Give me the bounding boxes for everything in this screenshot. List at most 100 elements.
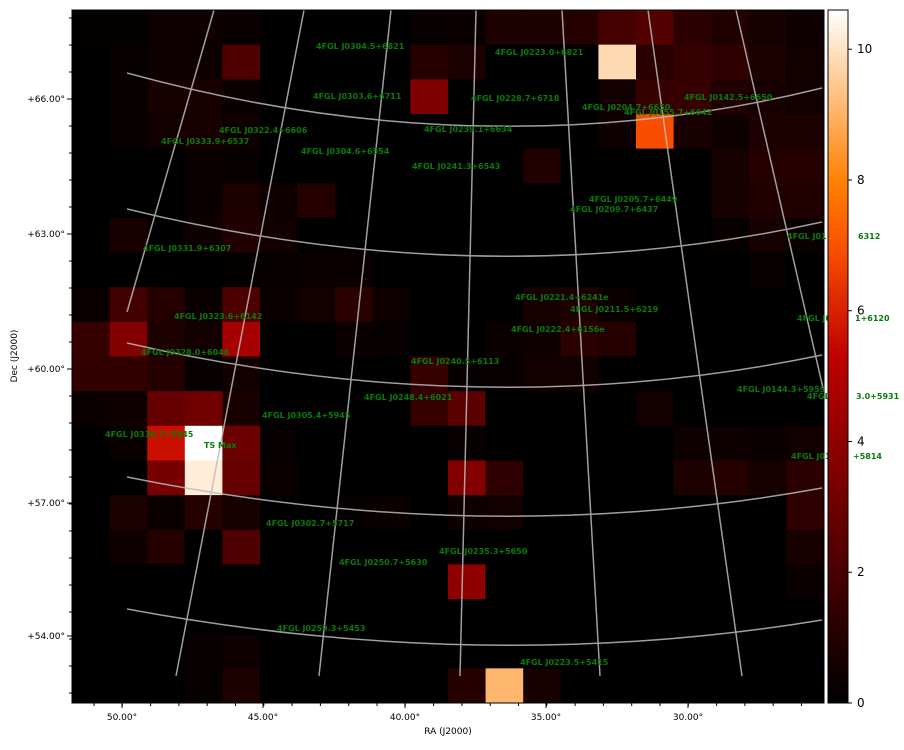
heatmap-cell — [109, 599, 148, 635]
heatmap-cell — [786, 113, 825, 150]
heatmap-cell — [410, 633, 449, 669]
heatmap-cell — [786, 321, 825, 357]
heatmap-cell — [184, 183, 223, 219]
heatmap-cell — [711, 425, 750, 461]
heatmap-cell — [560, 599, 599, 635]
heatmap-cell — [222, 356, 261, 392]
heatmap-cell — [485, 633, 524, 669]
heatmap-cell — [72, 113, 111, 150]
source-label: 4FGL J0144.3+5959 — [737, 385, 826, 394]
heatmap-cell — [786, 217, 825, 254]
heatmap-cell — [184, 391, 223, 427]
heatmap-cell — [523, 79, 562, 115]
x-axis-label: RA (J2000) — [424, 727, 472, 737]
source-label: 4FGL J0228.7+6718 — [471, 94, 560, 103]
heatmap-cell — [297, 79, 336, 115]
heatmap-cell — [184, 79, 223, 115]
source-label: 4FGL J0209.7+6437 — [570, 205, 658, 214]
heatmap-cell — [260, 668, 299, 704]
heatmap-cell — [598, 252, 637, 288]
heatmap-cell — [523, 564, 562, 600]
heatmap-cell — [786, 148, 825, 184]
heatmap-cell — [72, 668, 111, 704]
heatmap-cell — [372, 217, 411, 254]
heatmap-cell — [109, 391, 148, 427]
heatmap-cell — [410, 599, 449, 635]
source-label: 3.0+5931 — [856, 392, 900, 401]
heatmap-cell — [335, 564, 374, 600]
heatmap-cell — [711, 599, 750, 635]
heatmap-cell — [748, 44, 787, 80]
heatmap-cell — [673, 495, 712, 531]
heatmap-cell — [260, 252, 299, 288]
heatmap-cell — [222, 633, 261, 669]
heatmap-cell — [184, 425, 223, 461]
heatmap-cell — [109, 321, 148, 357]
heatmap-cell — [222, 113, 261, 150]
heatmap-cell — [485, 495, 524, 531]
heatmap-cell — [109, 529, 148, 565]
heatmap-cell — [410, 183, 449, 219]
heatmap-cell — [748, 287, 787, 323]
heatmap-cell — [786, 356, 825, 392]
heatmap-cell — [748, 529, 787, 565]
x-tick-label: 35.00° — [531, 713, 561, 723]
heatmap-cell — [523, 287, 562, 323]
heatmap-cell — [523, 599, 562, 635]
heatmap-cell — [109, 633, 148, 669]
heatmap-cell — [485, 529, 524, 565]
grid-parallel — [126, 476, 823, 517]
heatmap-cell — [523, 391, 562, 427]
heatmap-cell — [147, 633, 186, 669]
plot-frame — [71, 9, 825, 704]
heatmap-cell — [748, 495, 787, 531]
heatmap-cell — [410, 321, 449, 357]
heatmap-cell — [448, 425, 487, 461]
heatmap-cell — [711, 252, 750, 288]
heatmap-cell — [598, 44, 637, 80]
heatmap-cell — [711, 79, 750, 115]
heatmap-cell — [636, 564, 675, 600]
source-label: 4FGL J01 — [787, 232, 827, 241]
heatmap-cell — [260, 460, 299, 496]
heatmap-cell — [109, 217, 148, 254]
heatmap-cell — [485, 44, 524, 80]
heatmap-cell — [260, 356, 299, 392]
heatmap-cell — [485, 356, 524, 392]
grid-parallel — [126, 608, 823, 646]
heatmap-cell — [260, 529, 299, 565]
heatmap-cell — [372, 425, 411, 461]
source-label: 4FGL J0155.7+6642 — [624, 108, 712, 117]
heatmap-cell — [636, 391, 675, 427]
colorbar: 0 2 4 6 8 10 — [827, 9, 872, 710]
heatmap-cell — [786, 79, 825, 115]
heatmap-cell — [72, 460, 111, 496]
heatmap-cell — [147, 391, 186, 427]
heatmap-cell — [598, 633, 637, 669]
heatmap-cell — [711, 148, 750, 184]
heatmap-cell — [748, 391, 787, 427]
grid-meridian — [318, 9, 392, 677]
heatmap-cell — [748, 564, 787, 600]
x-tick-label: 30.00° — [673, 713, 703, 723]
heatmap-cell — [410, 460, 449, 496]
colorbar-gradient — [827, 9, 849, 704]
heatmap-cell — [147, 287, 186, 323]
heatmap-cell — [636, 10, 675, 46]
heatmap-cell — [636, 495, 675, 531]
heatmap-cell — [748, 113, 787, 150]
x-tick-label: 40.00° — [390, 713, 420, 723]
source-label: 4FGL J0221.4+6241e — [515, 293, 609, 302]
heatmap-cell — [598, 599, 637, 635]
source-label: 4FGL J0250.7+5630 — [339, 558, 428, 567]
heatmap-cell — [636, 287, 675, 323]
source-label: 4FGL J0142.5+6650 — [684, 93, 773, 102]
heatmap-cell — [72, 599, 111, 635]
heatmap-cell — [72, 287, 111, 323]
heatmap-cell — [485, 599, 524, 635]
heatmap-cell — [560, 668, 599, 704]
heatmap-cell — [485, 252, 524, 288]
heatmap-cell — [748, 460, 787, 496]
heatmap-cell — [636, 356, 675, 392]
